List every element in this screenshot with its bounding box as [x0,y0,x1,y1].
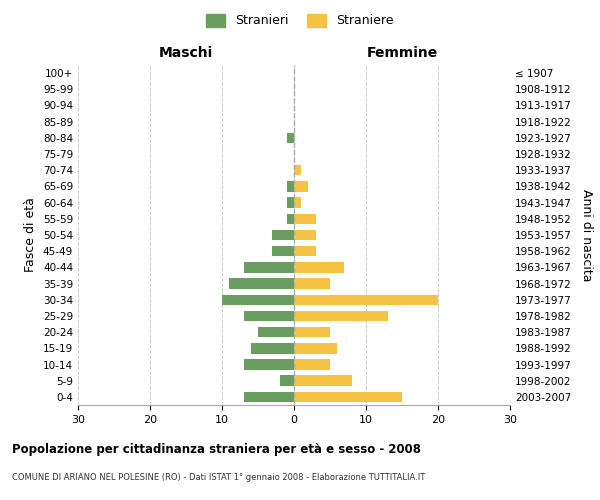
Bar [294,376,352,386]
Bar [294,181,308,192]
Bar [294,214,316,224]
Bar [294,392,402,402]
Bar [294,294,438,305]
Bar [294,278,330,289]
Bar [272,230,294,240]
Legend: Stranieri, Straniere: Stranieri, Straniere [202,8,398,32]
Y-axis label: Fasce di età: Fasce di età [25,198,37,272]
Bar [294,360,330,370]
Bar [294,230,316,240]
Bar [244,262,294,272]
Bar [287,181,294,192]
Bar [294,262,344,272]
Bar [294,246,316,256]
Bar [280,376,294,386]
Bar [294,343,337,353]
Bar [229,278,294,289]
Bar [294,327,330,338]
Bar [244,310,294,321]
Bar [294,198,301,208]
Bar [222,294,294,305]
Bar [287,198,294,208]
Bar [258,327,294,338]
Bar [294,165,301,175]
Text: Femmine: Femmine [367,46,437,60]
Text: Maschi: Maschi [159,46,213,60]
Bar [272,246,294,256]
Bar [287,132,294,143]
Y-axis label: Anni di nascita: Anni di nascita [580,188,593,281]
Text: COMUNE DI ARIANO NEL POLESINE (RO) - Dati ISTAT 1° gennaio 2008 - Elaborazione T: COMUNE DI ARIANO NEL POLESINE (RO) - Dat… [12,472,425,482]
Bar [294,310,388,321]
Bar [244,392,294,402]
Bar [244,360,294,370]
Bar [251,343,294,353]
Text: Popolazione per cittadinanza straniera per età e sesso - 2008: Popolazione per cittadinanza straniera p… [12,442,421,456]
Bar [287,214,294,224]
